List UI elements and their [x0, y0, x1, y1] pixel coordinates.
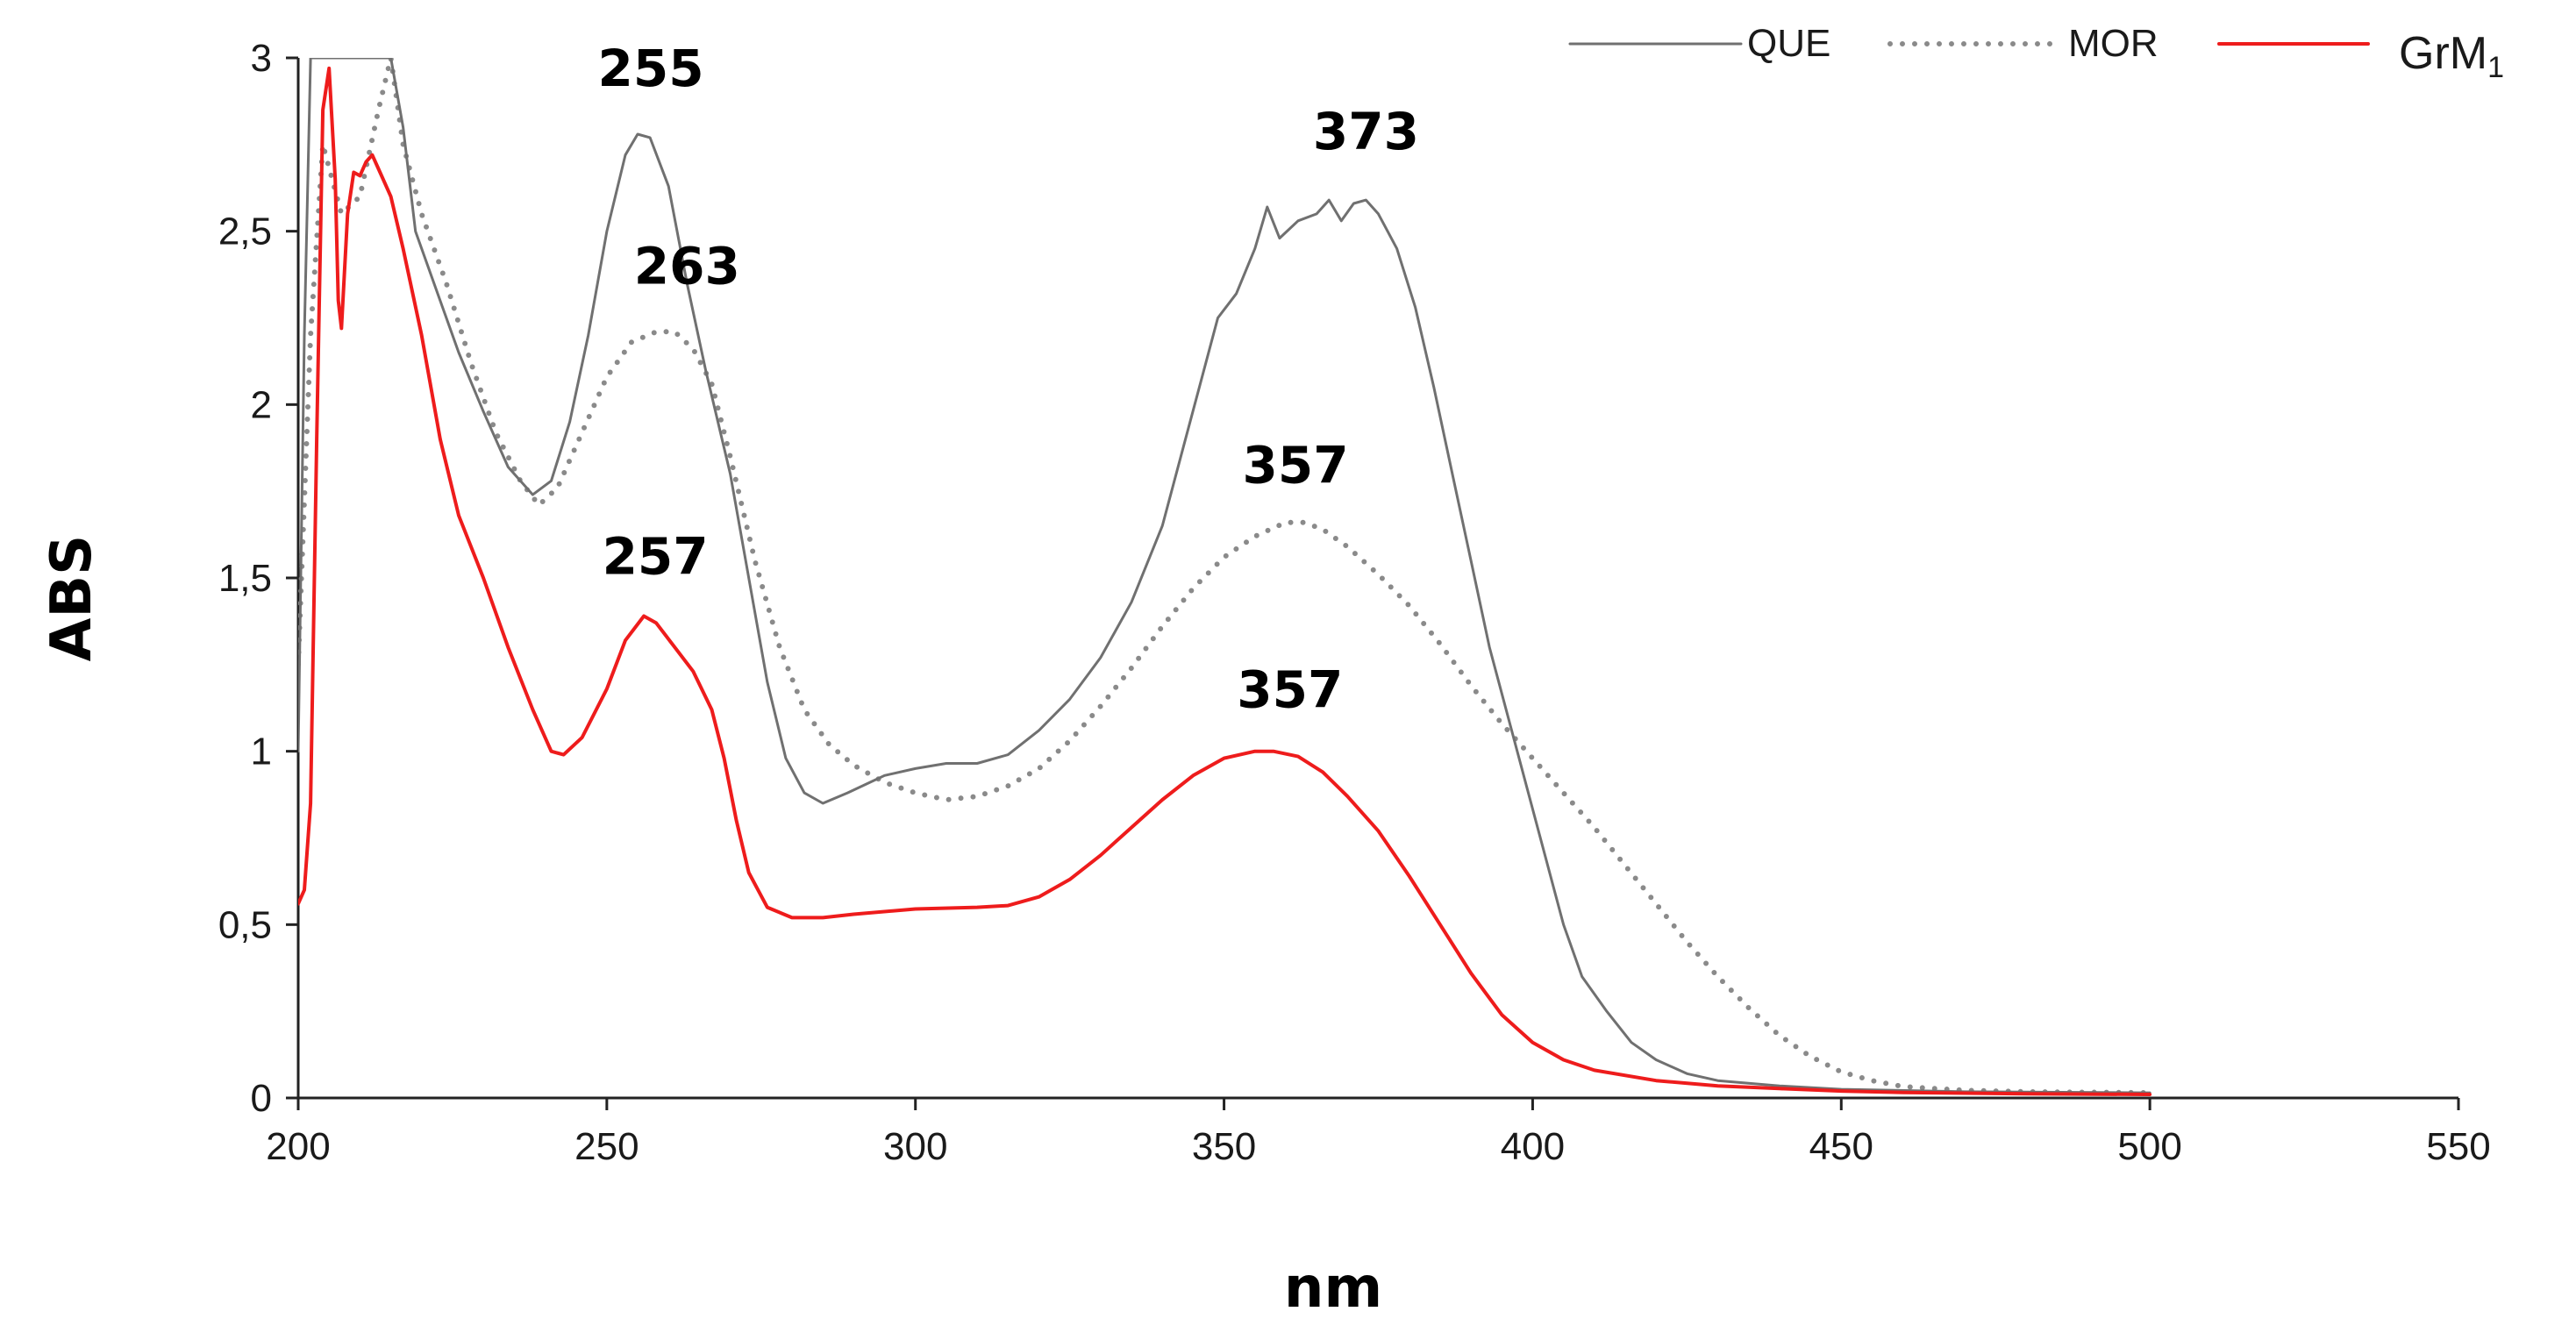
- plot-area: 200 250 300 350 400 450 500 550 0 0,5 1 1,5 2 2,5 3 2…: [218, 37, 2491, 1168]
- peak-label: 357: [1243, 436, 1349, 495]
- x-tick-label: 200: [266, 1125, 330, 1168]
- series-line-grm1: [298, 66, 2152, 1096]
- x-tick-label: 500: [2117, 1125, 2181, 1168]
- series-line-que: [298, 58, 2151, 1094]
- legend-label-grm1: GrM1: [2399, 28, 2504, 84]
- annotation-layer: 255 263 373 357 257 357: [598, 39, 1419, 720]
- y-tick-label: 3: [251, 37, 272, 80]
- x-tick-label: 550: [2426, 1125, 2490, 1168]
- y-tick-label: 2,5: [218, 210, 272, 253]
- y-axis-title: ABS: [39, 535, 104, 661]
- series-layer: [298, 58, 2153, 1096]
- y-tick-label: 0: [251, 1077, 272, 1120]
- y-tick-label: 0,5: [218, 903, 272, 946]
- x-tick-label: 450: [1809, 1125, 1873, 1168]
- x-ticks: 200 250 300 350 400 450 500 550: [266, 1098, 2491, 1168]
- legend-label-mor: MOR: [2068, 22, 2159, 65]
- peak-label: 255: [598, 39, 704, 98]
- series-line-mor: [298, 58, 2153, 1096]
- x-axis-title: nm: [1284, 1256, 1382, 1321]
- x-tick-label: 350: [1192, 1125, 1256, 1168]
- y-tick-label: 2: [251, 383, 272, 426]
- y-tick-label: 1: [251, 731, 272, 773]
- peak-label: 257: [603, 526, 709, 586]
- legend-subscript: 1: [2487, 51, 2504, 84]
- peak-label: 373: [1313, 102, 1419, 161]
- x-tick-label: 300: [883, 1125, 947, 1168]
- peak-label: 263: [634, 236, 740, 296]
- peak-label: 357: [1237, 660, 1343, 720]
- legend-label-que: QUE: [1747, 22, 1830, 65]
- x-tick-label: 400: [1501, 1125, 1565, 1168]
- x-tick-label: 250: [574, 1125, 639, 1168]
- legend: QUE MOR GrM1: [1568, 22, 2504, 84]
- y-tick-label: 1,5: [218, 557, 272, 600]
- y-ticks: 0 0,5 1 1,5 2 2,5 3: [218, 37, 298, 1120]
